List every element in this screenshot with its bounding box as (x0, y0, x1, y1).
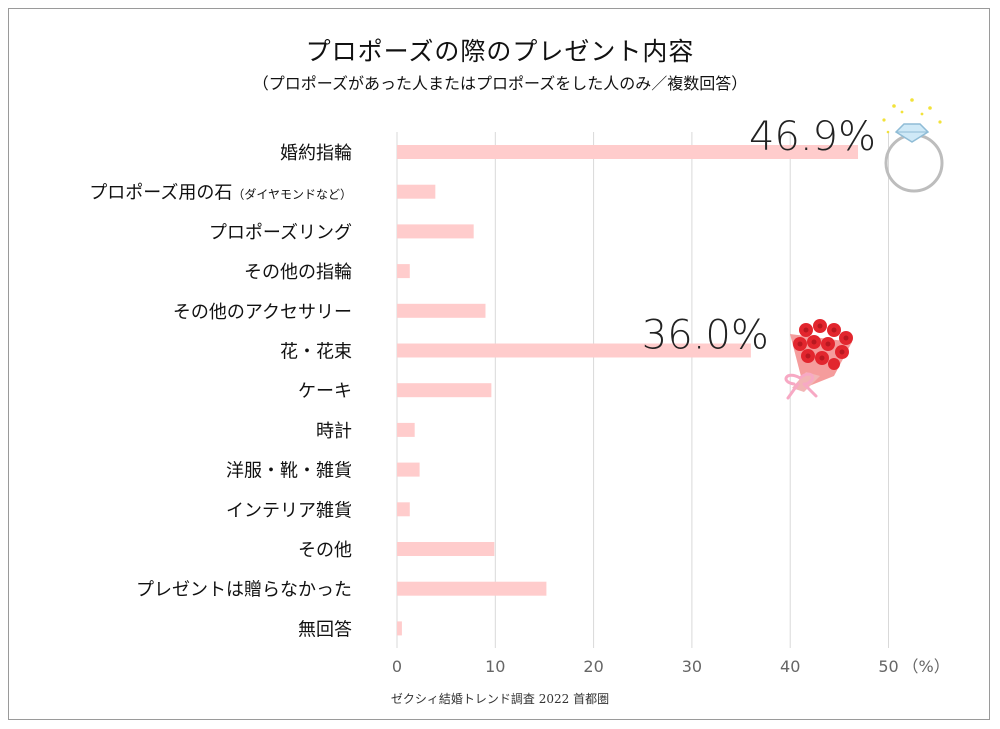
category-label: 婚約指輪 (280, 143, 352, 164)
data-label: 46.9% (749, 114, 876, 160)
chart-subtitle: （プロポーズがあった人またはプロポーズをした人のみ／複数回答） (252, 74, 748, 93)
x-tick-label: 10 (485, 657, 505, 676)
bar (397, 462, 420, 477)
bar (397, 502, 410, 517)
x-tick-label: 50 (878, 657, 898, 676)
source-note: ゼクシィ結婚トレンド調査 2022 首都圏 (390, 692, 610, 706)
bar (397, 145, 859, 159)
bar (397, 621, 402, 636)
category-label: その他の指輪 (244, 262, 352, 283)
bar (397, 581, 547, 596)
category-label: プレゼントは贈らなかった (136, 580, 352, 601)
gridlines (396, 132, 889, 648)
category-label: プロポーズリング (209, 222, 352, 243)
category-label: 花・花束 (280, 342, 352, 363)
x-axis-unit: （%） (903, 657, 950, 676)
category-label: ケーキ (298, 381, 352, 402)
bar (397, 542, 495, 556)
category-label: 無回答 (298, 619, 352, 640)
category-label: プロポーズ用の石（ダイヤモンドなど） (89, 183, 352, 204)
x-tick-label: 20 (583, 657, 603, 676)
x-axis-ticks: 0 10 20 30 40 50 （%） (392, 657, 950, 676)
x-tick-label: 40 (780, 657, 800, 676)
category-label: その他 (298, 540, 352, 561)
bar (397, 383, 492, 398)
data-label: 36.0% (642, 313, 769, 359)
bar (397, 264, 410, 279)
category-label: インテリア雑貨 (226, 500, 352, 521)
category-label: 洋服・靴・雑貨 (226, 461, 352, 482)
bar (397, 422, 415, 437)
x-tick-label: 0 (392, 657, 402, 676)
rose-bouquet-icon (784, 319, 853, 400)
bars (397, 145, 859, 636)
chart-title: プロポーズの際のプレゼント内容 (305, 37, 695, 66)
data-labels: 46.9% 36.0% (642, 114, 876, 359)
bar (397, 303, 486, 318)
x-tick-label: 30 (682, 657, 702, 676)
bar (397, 184, 436, 199)
category-label: 時計 (316, 421, 352, 442)
diamond-ring-icon (882, 98, 944, 193)
bar (397, 343, 751, 358)
category-label: その他のアクセサリー (173, 302, 352, 323)
bar (397, 224, 474, 239)
